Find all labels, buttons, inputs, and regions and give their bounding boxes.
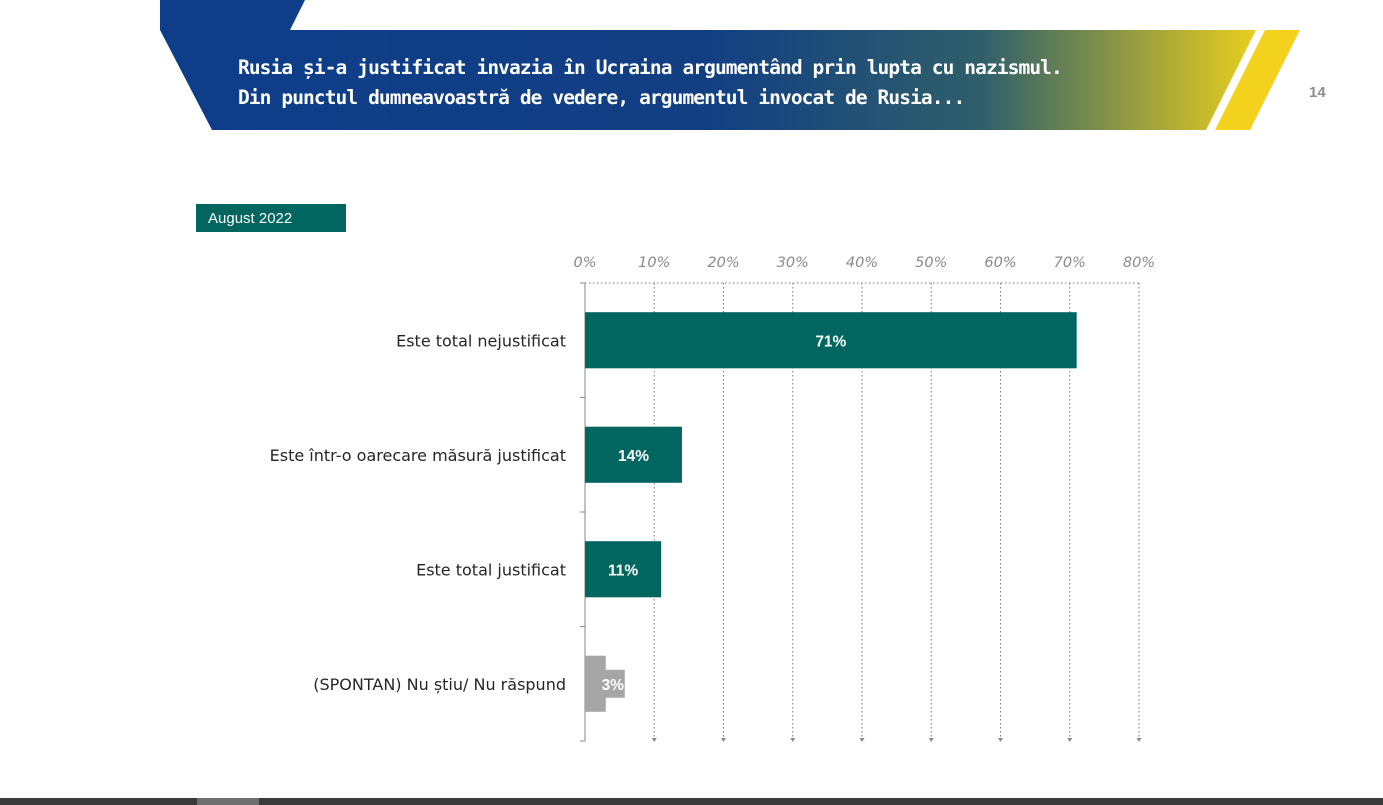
footer-bar: [0, 798, 1383, 805]
header-banner-shape: [160, 0, 1256, 130]
data-label: 71%: [815, 333, 846, 350]
x-tick-label: 70%: [1054, 255, 1086, 271]
category-label: Este într-o oarecare măsură justificat: [270, 446, 566, 465]
bar: [585, 541, 662, 598]
gridline-end-marker: [1067, 738, 1073, 742]
gridline-end-marker: [790, 738, 796, 742]
x-tick-label: 10%: [638, 255, 670, 271]
gridline-end-marker: [998, 738, 1003, 742]
period-badge: August 2022: [196, 204, 346, 232]
footer-tab: [197, 798, 259, 805]
page-title-line-2: Din punctul dumneavoastră de vedere, arg…: [238, 86, 965, 109]
data-label: 3%: [602, 677, 625, 694]
data-label-background: [604, 669, 625, 698]
gridline-end-marker: [721, 738, 726, 742]
bar: [585, 426, 682, 483]
gridline-end-marker: [928, 738, 934, 742]
header-stripe: [1215, 30, 1300, 130]
x-tick-label: 50%: [915, 255, 947, 271]
gridline-end-marker: [1136, 738, 1142, 742]
x-tick-label: 80%: [1123, 255, 1155, 271]
data-label: 14%: [618, 448, 649, 465]
category-label: Este total nejustificat: [396, 331, 566, 350]
x-tick-label: 20%: [707, 255, 739, 271]
category-label: Este total justificat: [416, 560, 566, 579]
header-banner: [160, 0, 1300, 130]
bar: [585, 312, 1077, 369]
x-tick-label: 60%: [984, 255, 1016, 271]
bar: [585, 655, 606, 712]
gridline-end-marker: [859, 738, 865, 742]
data-label: 11%: [608, 562, 638, 579]
page-title-line-1: Rusia și-a justificat invazia în Ucraina…: [238, 56, 1063, 79]
gridline-end-marker: [651, 738, 657, 742]
category-label: (SPONTAN) Nu știu/ Nu răspund: [313, 675, 566, 694]
page-number: 14: [1309, 84, 1326, 101]
x-tick-label: 0%: [573, 255, 596, 271]
x-tick-label: 30%: [777, 255, 809, 271]
x-tick-label: 40%: [846, 255, 878, 271]
